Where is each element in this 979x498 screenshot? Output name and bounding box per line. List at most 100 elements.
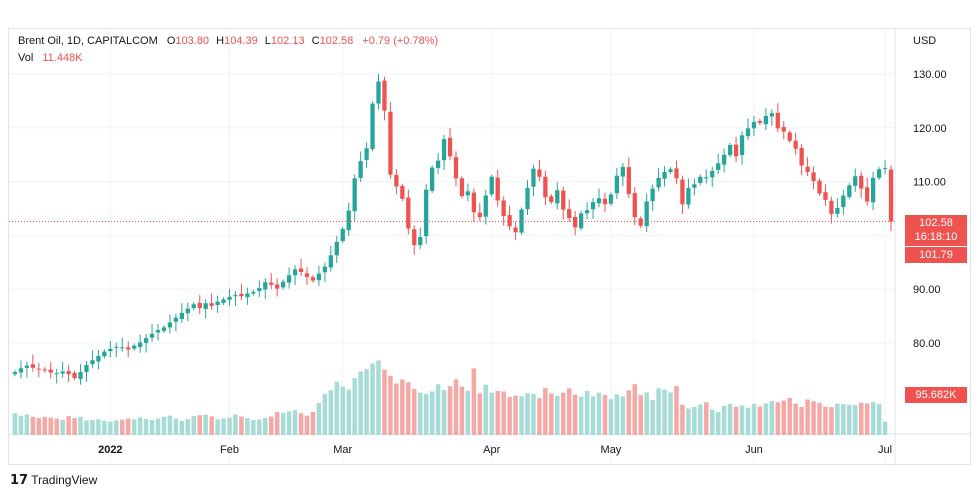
x-tick-label: Jun [745,444,763,456]
volume-bar [608,399,614,435]
candle-body [745,128,751,137]
candle-body [513,227,518,233]
volume-bar [555,395,560,435]
candle-body [173,317,179,322]
volume-bar [674,386,679,435]
volume-bar [149,420,155,435]
volume-bar [507,397,512,435]
legend-ohlc: Brent Oil, 1D, CAPITALCOM O103.80 H104.3… [18,35,438,47]
volume-bar [644,392,649,435]
candle-body [90,360,95,365]
volume-bar [102,420,107,435]
x-tick-label: Apr [483,444,500,456]
candle-body [388,111,393,175]
candle-body [167,322,173,328]
volume-bar [328,390,334,435]
volume-bar [340,386,346,435]
candle-body [286,275,292,283]
volume-bar [173,418,179,435]
volume-bar [799,406,804,435]
candle-body [340,228,345,241]
volume-bar [382,369,387,435]
volume-bar [662,389,667,435]
candle-body [352,178,357,212]
volume-bar [751,404,757,435]
candle-body [805,166,810,172]
legend-high: 104.39 [224,35,258,47]
candle-body [692,184,697,188]
candle-body [471,192,477,213]
volume-bar [489,392,495,435]
candle-body [537,169,542,177]
last-price-value: 102.58 [919,217,953,229]
candle-body [227,296,232,300]
candle-body [531,168,536,187]
volume-bar [24,414,30,435]
volume-bar [274,412,280,435]
candle-body [739,135,745,156]
volume-bar [847,404,852,435]
candle-body [358,161,363,178]
x-tick-label: 2022 [98,444,122,456]
volume-bar [596,392,602,435]
legend-low-label: L [264,35,271,47]
candlestick-chart[interactable]: 80.00 90.00 110.00 120.00 130.00 2022 Feb Mar Ap… [9,29,972,466]
volume-bar [698,404,703,435]
tradingview-icon: 𝟭𝟳 [10,472,29,487]
candle-body [817,180,822,194]
volume-bar [793,403,798,435]
candle-body [733,144,739,157]
volume-bar [108,421,113,435]
candle-body [269,282,274,285]
candle-body [584,210,590,214]
volume-bar [90,420,95,435]
volume-bar [483,384,489,435]
candle-body [149,333,155,338]
volume-bar [692,406,697,435]
axis-currency: USD [913,35,937,47]
volume-bar [614,394,620,435]
candle-body [632,193,637,218]
volume-bar [680,404,685,435]
volume-bar [161,416,167,435]
volume-bar [364,369,369,435]
candle-body [120,347,125,349]
candle-body [191,304,196,309]
candle-body [614,175,620,194]
volume-bar [775,402,781,435]
candle-body [865,187,870,202]
chart-frame: 80.00 90.00 110.00 120.00 130.00 2022 Feb Mar Ap… [8,28,972,466]
volume-bar [781,400,787,435]
volume-bar [549,393,554,435]
candle-body [716,163,721,170]
candle-body [608,194,614,204]
volume-bar [370,363,375,435]
candle-body [114,346,119,348]
volume-bar [733,406,739,435]
volume-bar [406,382,411,435]
candle-body [602,198,608,205]
x-tick-label: Mar [333,444,352,456]
candle-body [680,179,685,205]
volume-bar [453,379,459,435]
candle-body [221,299,226,303]
candle-body [132,345,137,349]
tradingview-logo[interactable]: 𝟭𝟳 TradingView [10,472,97,488]
countdown-timer: 16:18:10 [914,231,958,243]
candle-body [304,273,310,277]
candle-body [668,169,673,172]
legend-close-label: C [311,35,320,47]
volume-bar [316,403,322,435]
candle-body [686,188,691,205]
volume-bar [257,419,262,435]
candle-body [823,192,828,200]
volume-bar [119,419,125,435]
candle-body [483,195,488,217]
volume-bar [638,395,643,435]
volume-bar [769,401,775,435]
volume-bar [12,413,18,435]
candle-body [96,355,101,362]
volume-bar [209,416,214,435]
volume-bar [143,419,149,435]
candle-body [233,295,238,297]
